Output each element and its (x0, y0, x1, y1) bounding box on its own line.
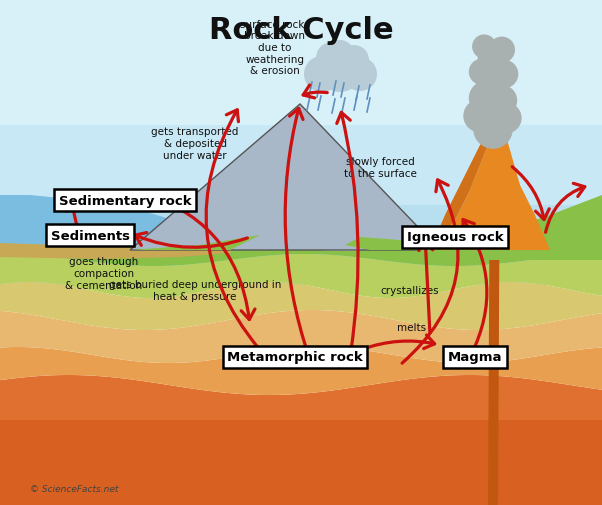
Bar (0, 0, 602, 285)
FancyArrowPatch shape (132, 191, 255, 320)
Polygon shape (0, 243, 240, 260)
Polygon shape (488, 132, 500, 505)
Polygon shape (430, 131, 500, 250)
Text: Magma: Magma (448, 351, 502, 364)
Text: Metamorphic rock: Metamorphic rock (227, 351, 363, 364)
Polygon shape (0, 255, 602, 298)
FancyArrowPatch shape (402, 180, 458, 364)
Circle shape (477, 67, 509, 100)
Bar (0, 0, 602, 126)
Circle shape (326, 41, 354, 69)
Circle shape (464, 100, 496, 133)
Circle shape (486, 86, 517, 117)
Polygon shape (440, 195, 602, 250)
Circle shape (473, 110, 513, 149)
Circle shape (343, 58, 377, 92)
Polygon shape (420, 250, 602, 261)
FancyArrowPatch shape (285, 109, 309, 358)
FancyArrowPatch shape (337, 113, 358, 355)
Circle shape (304, 57, 340, 93)
Text: gets buried deep underground in
heat & pressure: gets buried deep underground in heat & p… (109, 280, 281, 301)
FancyArrowPatch shape (206, 111, 258, 348)
Circle shape (318, 49, 362, 93)
Circle shape (489, 37, 515, 64)
Circle shape (477, 43, 509, 74)
Circle shape (339, 46, 369, 76)
Circle shape (491, 104, 521, 134)
Polygon shape (0, 195, 240, 254)
Polygon shape (0, 243, 602, 267)
Bar (0, 0, 602, 206)
Polygon shape (0, 375, 602, 420)
FancyArrowPatch shape (545, 184, 585, 233)
Circle shape (489, 61, 518, 89)
Polygon shape (345, 237, 440, 250)
FancyArrowPatch shape (463, 220, 487, 355)
Circle shape (469, 60, 495, 86)
FancyArrowPatch shape (419, 241, 433, 333)
Text: Igneous rock: Igneous rock (407, 231, 503, 244)
Circle shape (469, 81, 504, 117)
Text: melts: melts (397, 322, 427, 332)
Text: gets transported
& deposited
under water: gets transported & deposited under water (151, 127, 238, 160)
Text: Rock Cycle: Rock Cycle (209, 16, 393, 45)
FancyArrowPatch shape (512, 167, 549, 220)
Circle shape (316, 43, 348, 75)
FancyArrowPatch shape (67, 201, 80, 238)
FancyArrowPatch shape (303, 86, 327, 98)
Polygon shape (0, 311, 602, 363)
Polygon shape (130, 235, 260, 250)
FancyArrowPatch shape (362, 335, 435, 349)
FancyArrowPatch shape (135, 233, 247, 248)
Ellipse shape (485, 128, 505, 136)
Text: slowly forced
to the surface: slowly forced to the surface (344, 157, 417, 178)
Polygon shape (130, 105, 440, 250)
Text: © ScienceFacts.net: © ScienceFacts.net (30, 484, 119, 493)
Text: Sediments: Sediments (51, 229, 129, 242)
Text: surface rocks
break down
due to
weathering
& erosion: surface rocks break down due to weatheri… (240, 20, 310, 76)
Text: goes through
compaction
& cementation: goes through compaction & cementation (65, 257, 142, 290)
Circle shape (472, 35, 496, 60)
Text: Sedimentary rock: Sedimentary rock (58, 194, 191, 207)
Polygon shape (0, 282, 602, 330)
Text: crystallizes: crystallizes (380, 285, 439, 295)
Polygon shape (0, 347, 602, 395)
Polygon shape (430, 132, 550, 250)
